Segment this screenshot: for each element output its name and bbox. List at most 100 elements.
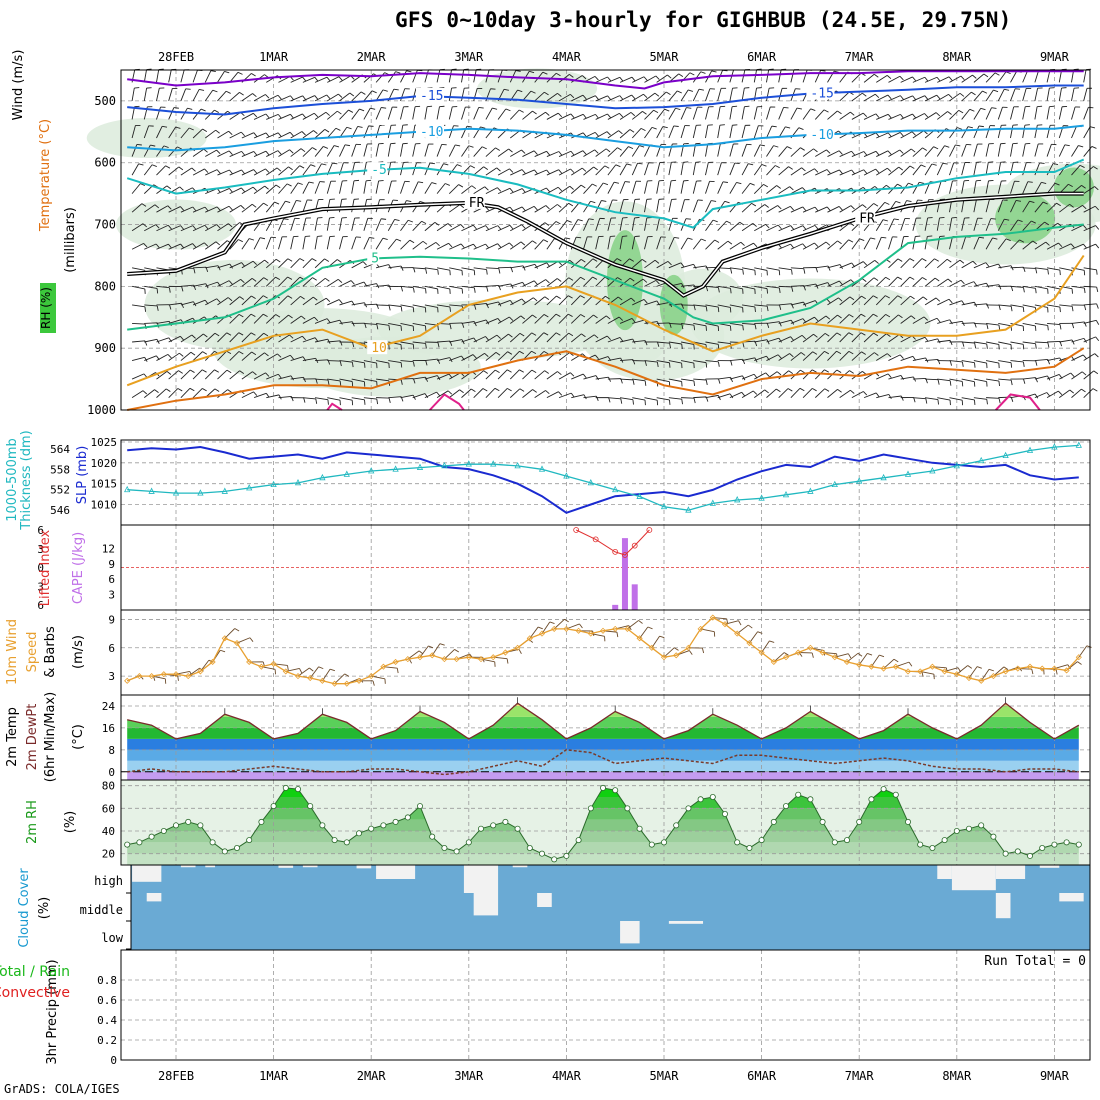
wind-barb — [668, 199, 672, 213]
thickness-marker — [124, 485, 131, 493]
wind-barb-flag — [773, 145, 779, 148]
rh-marker — [734, 839, 741, 846]
wind-barb — [741, 183, 751, 194]
wind-barb — [363, 90, 373, 102]
wind-barb — [448, 69, 453, 83]
wind-barb — [1071, 243, 1084, 250]
wind-barb-flag — [492, 107, 498, 110]
slp-ylabel: SLP (mb) — [75, 446, 90, 505]
wind-barb-flag — [303, 397, 306, 403]
wind-barb-flag — [406, 70, 412, 73]
wind10-marker — [709, 614, 716, 621]
wind-barb — [461, 224, 474, 232]
wind-barb — [339, 321, 353, 324]
wind-barb-flag — [362, 261, 367, 266]
wind-barb — [400, 341, 414, 345]
wind-barb — [1046, 163, 1054, 176]
wind-barb — [241, 203, 253, 213]
wind-barb-flag — [494, 387, 500, 392]
wind-barb — [326, 217, 330, 231]
wind-barb-flag — [569, 74, 574, 78]
wind-barb — [1071, 337, 1085, 343]
wind-barb-flag — [1082, 354, 1087, 359]
rh-marker — [563, 852, 570, 859]
wind10-marker — [526, 635, 533, 642]
wind-barb — [912, 377, 926, 380]
wind-barb-flag — [824, 388, 830, 392]
thickness-marker — [978, 456, 985, 464]
wind-barb-flag — [729, 393, 734, 399]
wind-barb — [290, 148, 302, 157]
wind-barb-flag — [505, 108, 511, 112]
wind10-marker — [416, 654, 424, 661]
wind-barb — [192, 388, 203, 398]
wind10-marker — [746, 639, 753, 647]
wind10-marker — [941, 668, 948, 675]
wind-barb-flag — [274, 201, 280, 205]
wind-barb-flag — [519, 332, 525, 337]
wind-barb — [253, 259, 265, 269]
rh-bands — [127, 787, 1079, 865]
wind-barb — [680, 180, 685, 194]
wind-barb — [815, 169, 828, 176]
wind-barb-flag — [406, 200, 412, 203]
wind-barb-flag — [885, 314, 891, 318]
wind10-barb-flag — [921, 671, 924, 677]
wind-barb — [1058, 88, 1062, 101]
wind-barb-flag — [1004, 88, 1010, 91]
wind-barb — [144, 285, 158, 289]
wind-barb — [412, 70, 418, 83]
wind-barb — [278, 375, 292, 380]
wind-barb — [558, 220, 568, 232]
wind-barb — [461, 106, 466, 120]
contour-label-bg — [367, 340, 388, 355]
wind-barb — [912, 76, 926, 83]
wind-barb-flag — [555, 313, 561, 317]
wind-barb-flag — [167, 205, 172, 210]
wind-barb-flag — [558, 169, 563, 174]
temp-yunits: (°C) — [71, 724, 86, 750]
wind-barb — [217, 280, 230, 287]
wind-barb — [1071, 125, 1078, 139]
rh-marker — [722, 811, 729, 818]
wind-barb — [168, 225, 181, 232]
wind10-marker — [624, 625, 631, 632]
wind-barb-flag — [371, 90, 377, 94]
wind-barb — [754, 339, 768, 343]
wind-barb-flag — [557, 371, 562, 376]
wind-barb — [217, 389, 228, 398]
wind-barb-flag — [582, 75, 587, 80]
wind-barb — [266, 132, 279, 139]
wind-barb-flag — [299, 165, 305, 169]
rh-marker — [819, 818, 826, 825]
wind-barb — [241, 132, 254, 139]
temp-tick-label: 16 — [102, 722, 115, 735]
wind-barb-flag — [509, 206, 514, 212]
wind-barb — [461, 337, 474, 343]
wind-barb-flag — [837, 110, 842, 115]
thickness-line — [127, 444, 1079, 511]
wind-barb — [656, 91, 667, 102]
wind-barb-flag — [557, 112, 563, 118]
wind-barb — [632, 93, 644, 102]
wind-barb-flag — [543, 314, 549, 318]
wind-barb — [229, 204, 241, 213]
wind-barb — [1022, 88, 1027, 102]
wind-barb — [912, 218, 917, 231]
wind-barb — [741, 88, 745, 101]
wind-barb-flag — [421, 220, 427, 225]
wind10-barb-flag — [518, 649, 522, 654]
wind-barb — [168, 335, 181, 343]
wind10-marker — [758, 649, 765, 656]
wind-barb — [217, 297, 229, 306]
rh-band — [127, 808, 1079, 820]
rh-marker — [197, 822, 204, 829]
wind-barb — [778, 336, 791, 343]
wind-barb — [851, 92, 863, 102]
wind-barb-flag — [924, 113, 929, 118]
wind-barb-flag — [1094, 353, 1099, 358]
wind-barb — [339, 144, 346, 157]
wind-barb — [900, 76, 913, 83]
wind-barb — [192, 168, 205, 176]
wind-barb — [814, 109, 825, 120]
